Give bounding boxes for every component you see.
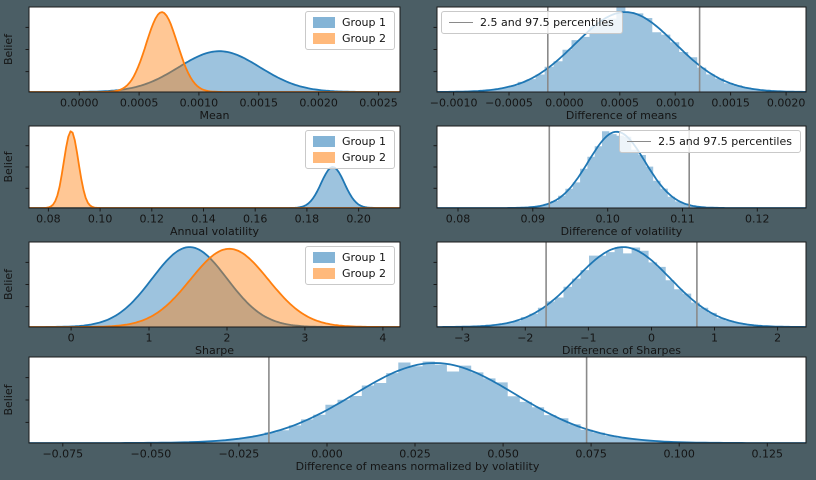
histogram-diff-volatility [514, 131, 719, 208]
x-tick-label: 0.18 [295, 213, 320, 226]
x-tick-label: 0.0025 [359, 97, 398, 110]
x-axis-label: Difference of means normalized by volati… [296, 460, 540, 473]
histogram-diff-means [445, 7, 805, 92]
x-tick-label: 0.0020 [299, 97, 338, 110]
kde-line-group1 [29, 246, 400, 327]
x-axis-label: Annual volatility [170, 225, 260, 238]
x-tick-label: 0 [648, 332, 655, 345]
x-tick-label: 0.050 [487, 448, 519, 461]
kde-fill-group2 [29, 248, 400, 327]
kde-fill-group1 [29, 167, 400, 208]
y-axis-label: Belief [2, 150, 15, 182]
kde-line-group1 [437, 246, 806, 327]
x-tick-label: 0.20 [346, 213, 371, 226]
x-tick-label: 2 [224, 332, 231, 345]
x-tick-label: 0.0005 [120, 97, 159, 110]
x-tick-label: 0.100 [663, 448, 695, 461]
subplot-mean: 0.0000 0.0005 0.0010 0.0015 0.0020 0.0025 Mean… [2, 6, 401, 122]
x-tick-label: 0.0015 [711, 97, 750, 110]
x-tick-label: 0.0020 [767, 97, 806, 110]
kde-line-group2 [29, 130, 400, 208]
x-tick-label: 0.12 [745, 213, 770, 226]
subplot-annual-volatility: 0.08 0.10 0.12 0.14 0.16 0.18 0.20 Annual volat… [2, 125, 401, 238]
x-tick-label: −0.050 [131, 448, 172, 461]
x-tick-label: 0.12 [140, 213, 165, 226]
y-axis-label: Belief [2, 383, 15, 415]
x-tick-label: 0.11 [670, 213, 695, 226]
kde-fill-group1 [29, 247, 400, 327]
x-tick-label: 0.0015 [240, 97, 279, 110]
subplot-diff-volatility: 0.08 0.09 0.10 0.11 0.12 Difference of volati… [433, 125, 807, 238]
x-axis-label: Sharpe [195, 344, 234, 357]
x-tick-label: 0.16 [243, 213, 268, 226]
plot-area-diff-sharpes [437, 242, 806, 327]
subplot-diff-means: −0.0010 −0.0005 0.0000 0.0005 0.0010 0.0015 0.… [430, 6, 807, 122]
subplot-diff-means-normalized: −0.075 −0.050 −0.025 0.000 0.025 0.050 0.075 0.… [2, 356, 807, 473]
x-tick-label: 0.14 [191, 213, 216, 226]
x-tick-label: 0.0010 [180, 97, 219, 110]
x-tick-label: 0.025 [399, 448, 431, 461]
y-axis-label: Belief [2, 268, 15, 300]
x-tick-label: −0.075 [42, 448, 83, 461]
x-axis-label: Mean [200, 109, 230, 122]
x-tick-label: 0.08 [36, 213, 61, 226]
x-tick-label: 0.08 [446, 213, 471, 226]
x-tick-label: −3 [454, 332, 470, 345]
plot-area-diff-means-normalized [29, 357, 806, 443]
x-tick-label: −0.0005 [485, 97, 533, 110]
x-tick-label: 0.10 [595, 213, 620, 226]
x-tick-label: 4 [379, 332, 386, 345]
kde-fill-group1 [29, 51, 400, 92]
x-tick-label: 0.0005 [601, 97, 640, 110]
y-axis-label: Belief [2, 33, 15, 65]
x-tick-label: 0.10 [88, 213, 113, 226]
x-tick-label: −2 [517, 332, 533, 345]
x-tick-label: −1 [580, 332, 596, 345]
x-axis-label: Difference of volatility [561, 225, 683, 238]
x-tick-label: 0.0010 [656, 97, 695, 110]
x-tick-label: 0.075 [575, 448, 607, 461]
subplot-diff-sharpes: −3 −2 −1 0 1 2 Difference of Sharpes [433, 241, 807, 357]
subplot-sharpe: 0 1 2 3 4 Sharpe Belief [2, 241, 401, 357]
kde-fill-group2 [29, 131, 400, 208]
kde-line-group1 [29, 166, 400, 208]
x-tick-label: 0.09 [521, 213, 546, 226]
x-tick-label: 0.000 [311, 448, 343, 461]
x-tick-label: 1 [146, 332, 153, 345]
x-tick-label: 0.125 [752, 448, 784, 461]
x-tick-label: 2 [774, 332, 781, 345]
x-tick-label: −0.025 [219, 448, 260, 461]
histogram-diff-sharpes [452, 247, 794, 327]
x-tick-label: 0.0000 [60, 97, 99, 110]
x-tick-label: 3 [301, 332, 308, 345]
x-tick-label: 0 [68, 332, 75, 345]
x-tick-label: −0.0010 [430, 97, 478, 110]
x-tick-label: 1 [711, 332, 718, 345]
x-axis-label: Difference of means [566, 109, 677, 122]
histogram-diff-means-normalized [143, 361, 727, 443]
x-tick-label: 0.0000 [545, 97, 584, 110]
x-axis-label: Difference of Sharpes [562, 344, 681, 357]
